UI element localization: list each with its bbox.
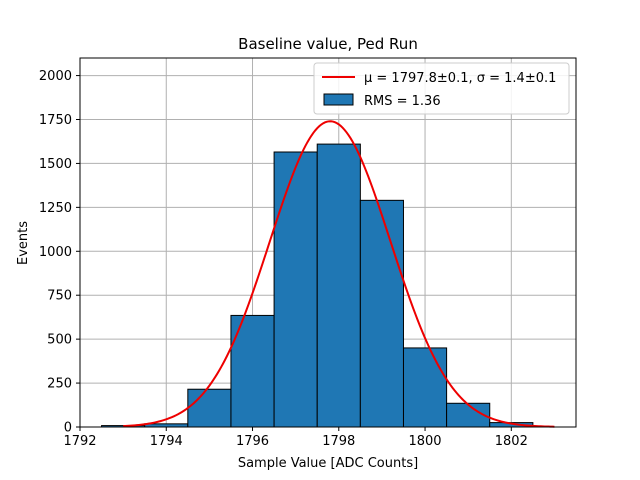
y-tick-label-1: 250 (47, 377, 72, 392)
legend-rms-label: RMS = 1.36 (364, 94, 441, 109)
legend-fit-label: μ = 1797.8±0.1, σ = 1.4±0.1 (364, 71, 556, 86)
legend-box (313, 62, 570, 115)
y-tick-label-8: 2000 (39, 69, 72, 84)
plot-frame (79, 57, 577, 428)
histogram-bar-5 (316, 143, 361, 428)
x-tick-label-0: 1792 (63, 434, 96, 449)
histogram-bar-2 (187, 388, 232, 428)
histogram-bar-4 (273, 151, 318, 428)
x-axis-label: Sample Value [ADC Counts] (238, 456, 418, 471)
y-tick-label-2: 500 (47, 333, 72, 348)
x-tick-label-4: 1800 (408, 434, 441, 449)
histogram-bar-3 (230, 314, 275, 428)
x-tick-label-2: 1796 (236, 434, 269, 449)
histogram-bar-6 (359, 199, 404, 428)
y-tick-label-6: 1500 (39, 157, 72, 172)
y-tick-label-3: 750 (47, 289, 72, 304)
x-tick-label-5: 1802 (495, 434, 528, 449)
legend: μ = 1797.8±0.1, σ = 1.4±0.1 RMS = 1.36 (313, 62, 570, 115)
gaussian-fit-line (123, 120, 555, 428)
histogram-bar-7 (402, 347, 448, 428)
y-tick-label-5: 1250 (39, 201, 72, 216)
legend-rms-swatch (323, 93, 354, 106)
histogram-bars (101, 143, 534, 428)
y-tick-label-7: 1750 (39, 113, 72, 128)
x-tick-label-3: 1798 (322, 434, 355, 449)
x-axis-ticks: 1792 1794 1796 1798 1800 1802 (63, 427, 528, 449)
y-tick-label-4: 1000 (39, 245, 72, 260)
chart-title: Baseline value, Ped Run (238, 35, 418, 53)
x-tick-label-1: 1794 (150, 434, 183, 449)
y-tick-label-0: 0 (64, 421, 72, 436)
y-axis-label: Events (16, 221, 31, 265)
y-axis-ticks: 0 250 500 750 1000 1250 1500 1750 2000 (39, 69, 80, 436)
